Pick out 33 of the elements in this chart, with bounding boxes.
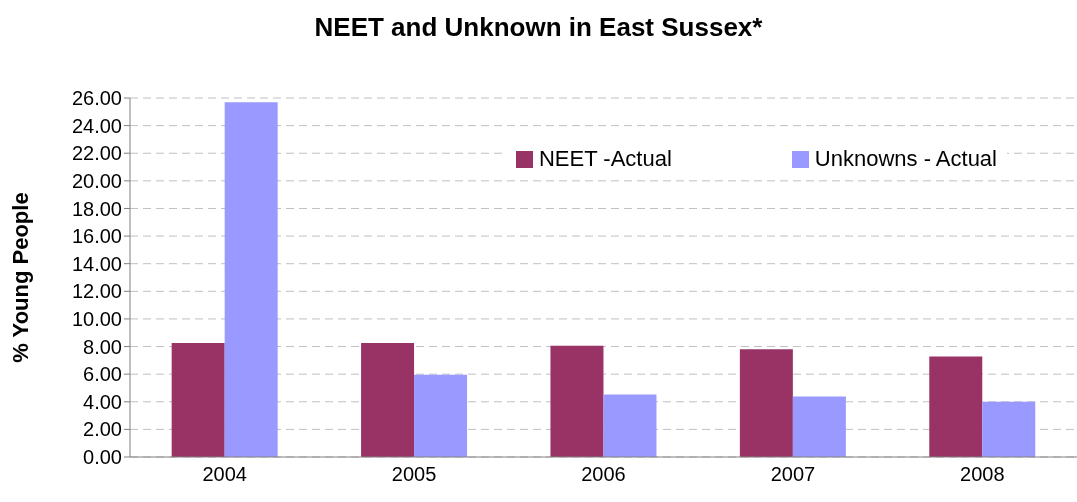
bar [171, 343, 225, 457]
legend-label: NEET -Actual [537, 146, 672, 172]
bar [739, 349, 793, 457]
x-tick-label: 2007 [770, 463, 816, 486]
y-tick-label: 24.00 [71, 114, 122, 137]
x-tick-label: 2004 [202, 463, 247, 486]
bar [982, 401, 1036, 457]
y-tick-label: 26.00 [71, 87, 122, 110]
bar [414, 374, 468, 457]
x-tick-label: 2008 [960, 463, 1005, 486]
bar [224, 102, 278, 457]
y-tick-label: 4.00 [83, 390, 122, 413]
x-tick-label: 2005 [391, 463, 437, 486]
y-tick-label: 6.00 [83, 363, 122, 386]
bar [361, 343, 415, 457]
y-tick-label: 0.00 [83, 446, 122, 469]
bar [603, 394, 657, 457]
x-tick-label: 2006 [581, 463, 626, 486]
y-tick-label: 14.00 [71, 252, 122, 275]
y-tick-label: 10.00 [71, 308, 122, 331]
chart-title: NEET and Unknown in East Sussex* [313, 12, 764, 43]
y-axis-title: % Young People [7, 192, 33, 363]
legend-label: Unknowns - Actual [813, 146, 997, 172]
bar [550, 345, 604, 457]
y-tick-label: 8.00 [83, 335, 122, 358]
bar [929, 356, 983, 457]
y-tick-label: 18.00 [71, 197, 122, 220]
y-tick-label: 16.00 [71, 225, 122, 248]
y-tick-label: 2.00 [83, 418, 122, 441]
bar [792, 396, 846, 457]
y-tick-label: 22.00 [71, 142, 122, 165]
y-tick-label: 20.00 [71, 169, 122, 192]
y-tick-label: 12.00 [71, 280, 122, 303]
